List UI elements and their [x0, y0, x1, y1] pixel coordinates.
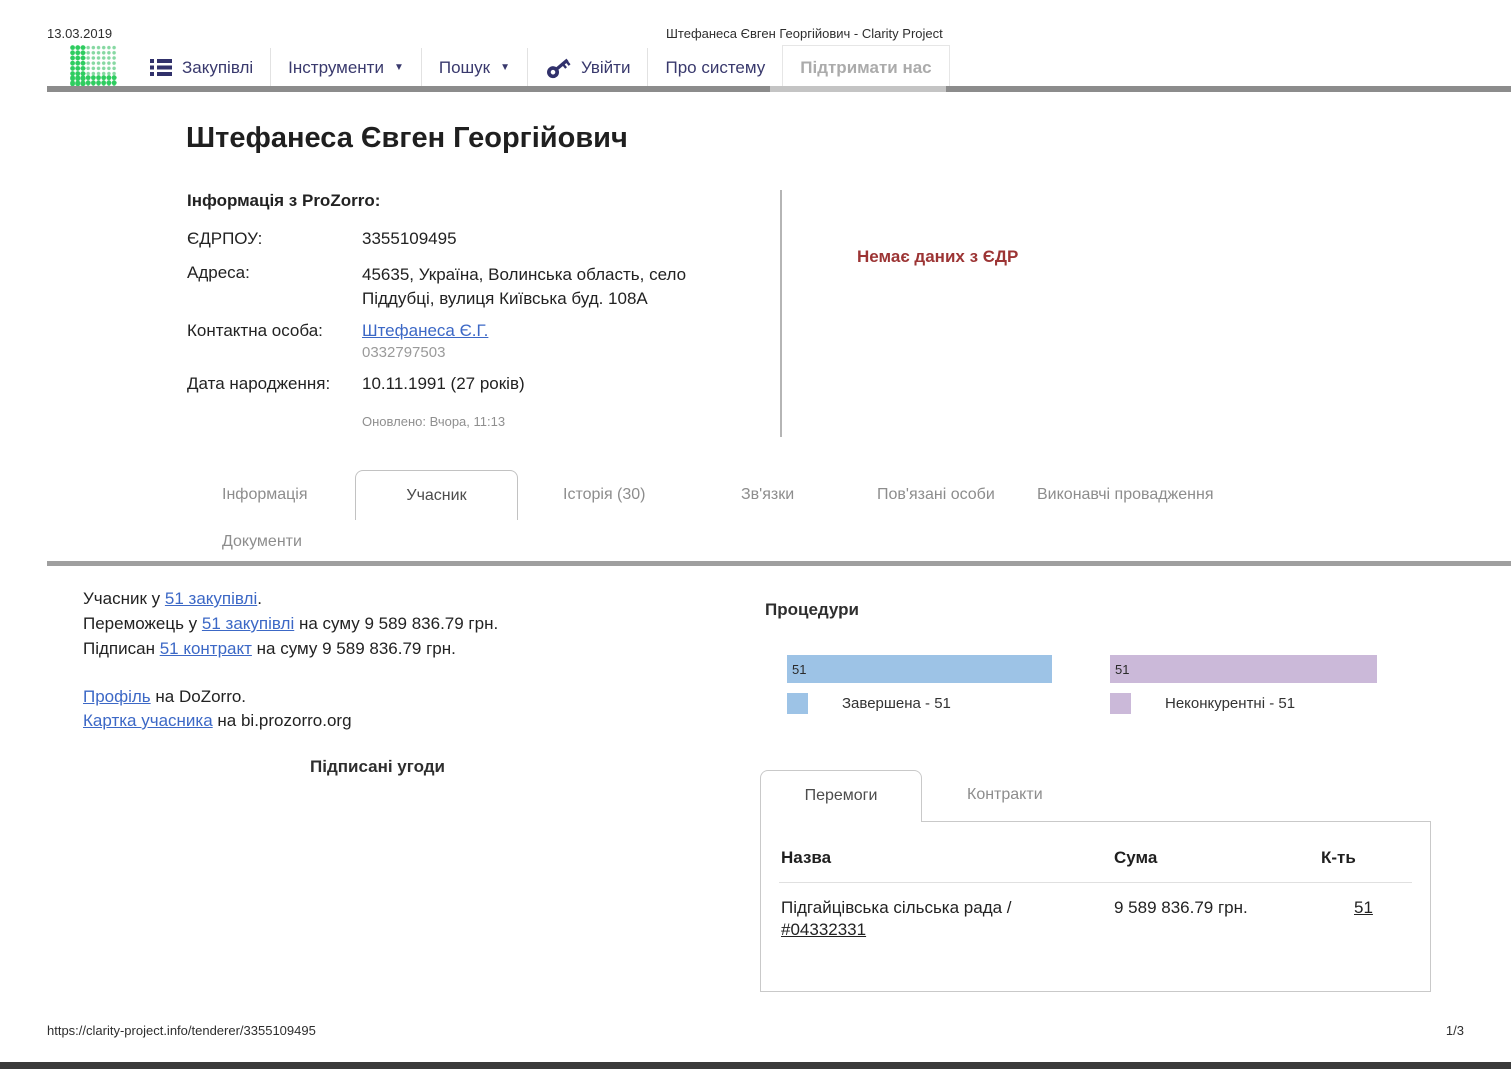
updated-timestamp: Оновлено: Вчора, 11:13 [362, 414, 506, 429]
signed-agreements-title: Підписані угоди [310, 757, 445, 776]
print-document-title: Штефанеса Євген Георгійович - Clarity Pr… [666, 26, 943, 41]
legend-swatch-noncompetitive [1110, 693, 1131, 714]
nav-item-label: Закупівлі [182, 57, 254, 77]
nav-item-label: Про систему [665, 57, 766, 77]
nav-item-support-us[interactable]: Підтримати нас [782, 45, 950, 87]
print-date: 13.03.2019 [47, 26, 113, 41]
main-nav: Закупівлі Інструменти ▼ Пошук ▼ Увійти П… [70, 45, 950, 92]
summary-text: Учасник у [83, 589, 165, 608]
tab-documents[interactable]: Документи [222, 533, 302, 550]
print-page-number: 1/3 [1445, 1023, 1464, 1038]
contracts-summary-line: Підписан 51 контракт на суму 9 589 836.7… [83, 639, 456, 659]
address-value: 45635, Україна, Волинська область, село … [362, 265, 687, 308]
tab-history[interactable]: Історія (30) [563, 486, 646, 503]
tab-enforcement-proceedings[interactable]: Виконавчі провадження [1037, 486, 1214, 503]
summary-text: на DoZorro. [150, 687, 247, 706]
list-icon [150, 59, 172, 76]
tabs-underline [47, 561, 1511, 566]
summary-text: на суму 9 589 836.79 грн. [294, 614, 499, 633]
bar-completed: 51 [787, 655, 1052, 683]
summary-text: на суму 9 589 836.79 грн. [251, 639, 456, 658]
nav-item-label: Пошук [438, 57, 491, 77]
nav-item-label: Інструменти [288, 57, 384, 77]
bottom-window-edge [0, 1062, 1511, 1069]
nav-underline-notch [770, 86, 946, 92]
prozorro-info-heading: Інформація з ProZorro: [187, 191, 381, 210]
table-header-divider [779, 882, 1412, 883]
column-divider [780, 190, 782, 437]
tab-information[interactable]: Інформація [222, 486, 308, 503]
tab-participant-active[interactable]: Учасник [355, 470, 518, 520]
tab-contracts[interactable]: Контракти [967, 786, 1043, 803]
legend-label-noncompetitive: Неконкурентні - 51 [1165, 695, 1296, 712]
key-icon [543, 53, 573, 82]
tab-wins-active[interactable]: Перемоги [760, 770, 922, 822]
summary-text: Переможець у [83, 614, 202, 633]
summary-text: Підписан [83, 639, 160, 658]
chevron-down-icon: ▼ [500, 62, 511, 73]
address-label: Адреса: [187, 263, 250, 282]
contracts-count-link[interactable]: 51 контракт [159, 639, 252, 658]
table-row-buyer-name: Підгайцівська сільська рада / [781, 898, 1012, 917]
edr-status-message: Немає даних з ЄДР [857, 247, 1019, 266]
birth-date-value: 10.11.1991 (27 років) [362, 374, 525, 393]
bar-noncompetitive: 51 [1110, 655, 1377, 683]
legend-swatch-completed [787, 693, 808, 714]
participant-summary-line: Учасник у 51 закупівлі. [83, 589, 262, 609]
summary-text: . [257, 589, 262, 608]
procurements-count-link[interactable]: 51 закупівлі [164, 589, 258, 608]
wins-table-panel: Назва Сума К-ть Підгайцівська сільська р… [760, 821, 1431, 992]
clarity-project-logo[interactable] [70, 45, 117, 92]
winner-summary-line: Переможець у 51 закупівлі на суму 9 589 … [83, 614, 498, 634]
summary-text: на bi.prozorro.org [212, 711, 352, 730]
procedures-bar-noncompetitive: 51 Неконкурентні - 51 [1110, 655, 1377, 714]
procedures-bar-completed: 51 Завершена - 51 [787, 655, 1052, 714]
nav-item-login[interactable]: Увійти [527, 48, 647, 87]
dozorro-profile-line: Профіль на DoZorro. [83, 687, 246, 707]
dozorro-profile-link[interactable]: Профіль [83, 687, 151, 706]
table-header-sum: Сума [1114, 848, 1158, 867]
contact-phone: 0332797503 [362, 344, 446, 361]
nav-item-search[interactable]: Пошук ▼ [420, 48, 527, 87]
nav-item-about[interactable]: Про систему [647, 48, 782, 87]
birth-date-label: Дата народження: [187, 374, 331, 393]
buyer-edrpou-link[interactable]: #04332331 [781, 920, 867, 939]
tab-links[interactable]: Зв'язки [741, 486, 795, 503]
wins-count-link[interactable]: 51 закупівлі [201, 614, 295, 633]
nav-item-label: Підтримати нас [800, 58, 932, 77]
nav-item-tools[interactable]: Інструменти ▼ [270, 48, 421, 87]
contact-person-label: Контактна особа: [187, 321, 323, 340]
tab-related-persons[interactable]: Пов'язані особи [877, 486, 995, 503]
nav-item-procurements[interactable]: Закупівлі [133, 48, 270, 87]
nav-item-label: Увійти [581, 57, 631, 77]
print-footer-url: https://clarity-project.info/tenderer/33… [47, 1023, 316, 1038]
legend-noncompetitive: Неконкурентні - 51 [1110, 693, 1377, 714]
table-row-sum: 9 589 836.79 грн. [1114, 898, 1248, 917]
legend-label-completed: Завершена - 51 [842, 695, 951, 712]
table-row-count-link[interactable]: 51 [1354, 898, 1373, 917]
page-title: Штефанеса Євген Георгійович [186, 122, 628, 154]
chevron-down-icon: ▼ [393, 62, 404, 73]
legend-completed: Завершена - 51 [787, 693, 1052, 714]
edrpou-value: 3355109495 [362, 229, 457, 248]
contact-person-link[interactable]: Штефанеса Є.Г. [362, 321, 489, 340]
participant-card-link[interactable]: Картка учасника [83, 711, 213, 730]
table-header-count: К-ть [1321, 848, 1356, 867]
bi-prozorro-card-line: Картка учасника на bi.prozorro.org [83, 711, 352, 731]
table-header-name: Назва [781, 848, 832, 867]
edrpou-label: ЄДРПОУ: [187, 229, 263, 248]
procedures-title: Процедури [765, 600, 859, 619]
